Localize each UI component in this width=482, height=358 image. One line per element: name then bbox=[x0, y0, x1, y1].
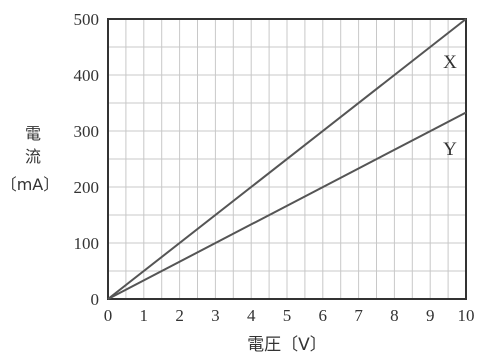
grid bbox=[108, 19, 466, 299]
x-tick-label: 10 bbox=[458, 306, 475, 325]
x-tick-label: 4 bbox=[247, 306, 256, 325]
x-tick-label: 8 bbox=[390, 306, 399, 325]
series-label-x: X bbox=[443, 52, 457, 73]
x-tick-label: 0 bbox=[104, 306, 113, 325]
y-tick-label: 100 bbox=[74, 234, 100, 253]
x-tick-label: 5 bbox=[283, 306, 292, 325]
y-axis-title-char-2: 流 bbox=[25, 147, 41, 166]
y-tick-label: 400 bbox=[74, 66, 100, 85]
y-tick-label: 0 bbox=[91, 290, 100, 309]
y-tick-labels: 0 100 200 300 400 500 bbox=[74, 10, 100, 309]
x-tick-label: 7 bbox=[354, 306, 363, 325]
y-tick-label: 200 bbox=[74, 178, 100, 197]
plot-frame bbox=[107, 18, 467, 300]
x-tick-label: 6 bbox=[319, 306, 328, 325]
x-axis-title: 電圧〔V〕 bbox=[247, 335, 327, 355]
series-label-y: Y bbox=[443, 139, 457, 160]
series-line-x bbox=[107, 18, 467, 300]
series-line-y bbox=[107, 111, 467, 300]
x-tick-label: 2 bbox=[175, 306, 184, 325]
y-tick-label: 300 bbox=[74, 122, 100, 141]
y-axis-title-unit: 〔mA〕 bbox=[1, 175, 60, 194]
series-lines bbox=[107, 18, 467, 300]
x-tick-label: 9 bbox=[426, 306, 435, 325]
y-axis-title-char-1: 電 bbox=[25, 124, 41, 143]
x-tick-labels: 0 1 2 3 4 5 6 7 8 9 10 bbox=[104, 306, 475, 325]
x-tick-label: 3 bbox=[211, 306, 220, 325]
y-tick-label: 500 bbox=[74, 10, 100, 29]
series-labels: XY bbox=[443, 52, 457, 160]
x-tick-label: 1 bbox=[140, 306, 149, 325]
